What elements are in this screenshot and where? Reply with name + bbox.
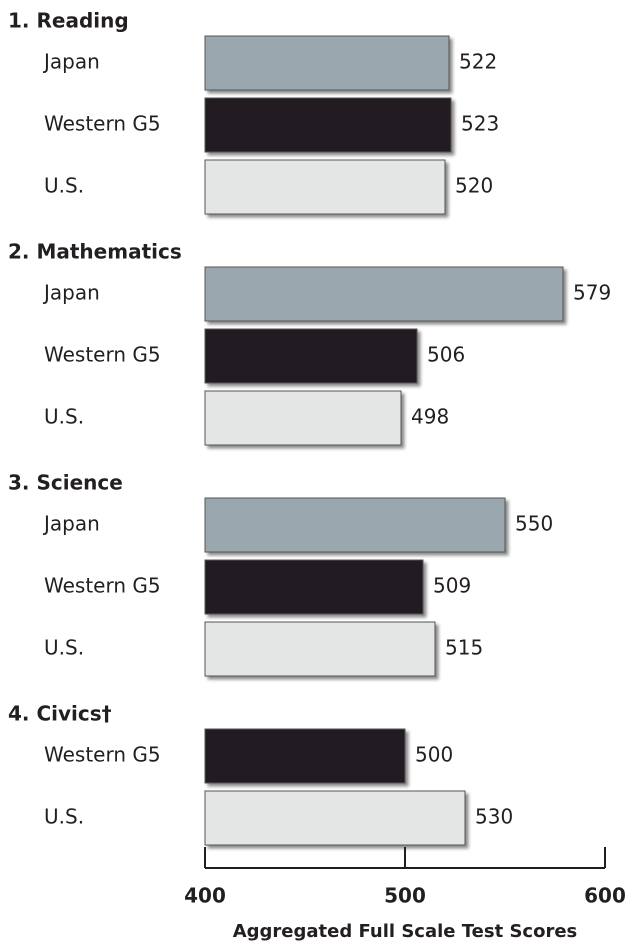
value-label: 515 [445, 636, 483, 660]
bar [204, 621, 436, 677]
bar [204, 97, 452, 153]
value-label: 523 [461, 112, 499, 136]
category-label: Western G5 [44, 112, 161, 136]
group-title: 1. Reading [8, 9, 129, 33]
bar [204, 35, 450, 91]
group-title: 3. Science [8, 471, 123, 495]
value-label: 550 [515, 512, 553, 536]
category-label: Japan [42, 281, 100, 305]
bar [204, 497, 506, 553]
x-tick-label: 400 [184, 884, 226, 908]
x-axis-label: Aggregated Full Scale Test Scores [233, 921, 578, 942]
bar [204, 266, 564, 322]
category-label: Japan [42, 512, 100, 536]
value-label: 579 [573, 281, 611, 305]
value-label: 498 [411, 405, 449, 429]
category-label: U.S. [44, 805, 84, 829]
group-title: 2. Mathematics [8, 240, 182, 264]
category-label: U.S. [44, 174, 84, 198]
category-label: Western G5 [44, 574, 161, 598]
group-title: 4. Civics† [8, 702, 112, 726]
category-label: Western G5 [44, 743, 161, 767]
value-label: 500 [415, 743, 453, 767]
value-label: 522 [459, 50, 497, 74]
bar [204, 790, 466, 846]
bar [204, 328, 418, 384]
bar [204, 728, 406, 784]
bar [204, 159, 446, 215]
bar [204, 390, 402, 446]
x-tick-label: 600 [584, 884, 626, 908]
value-label: 506 [427, 343, 465, 367]
value-label: 520 [455, 174, 493, 198]
value-label: 509 [433, 574, 471, 598]
x-tick-label: 500 [384, 884, 426, 908]
category-label: U.S. [44, 405, 84, 429]
category-label: U.S. [44, 636, 84, 660]
category-label: Japan [42, 50, 100, 74]
bar [204, 559, 424, 615]
category-label: Western G5 [44, 343, 161, 367]
value-label: 530 [475, 805, 513, 829]
